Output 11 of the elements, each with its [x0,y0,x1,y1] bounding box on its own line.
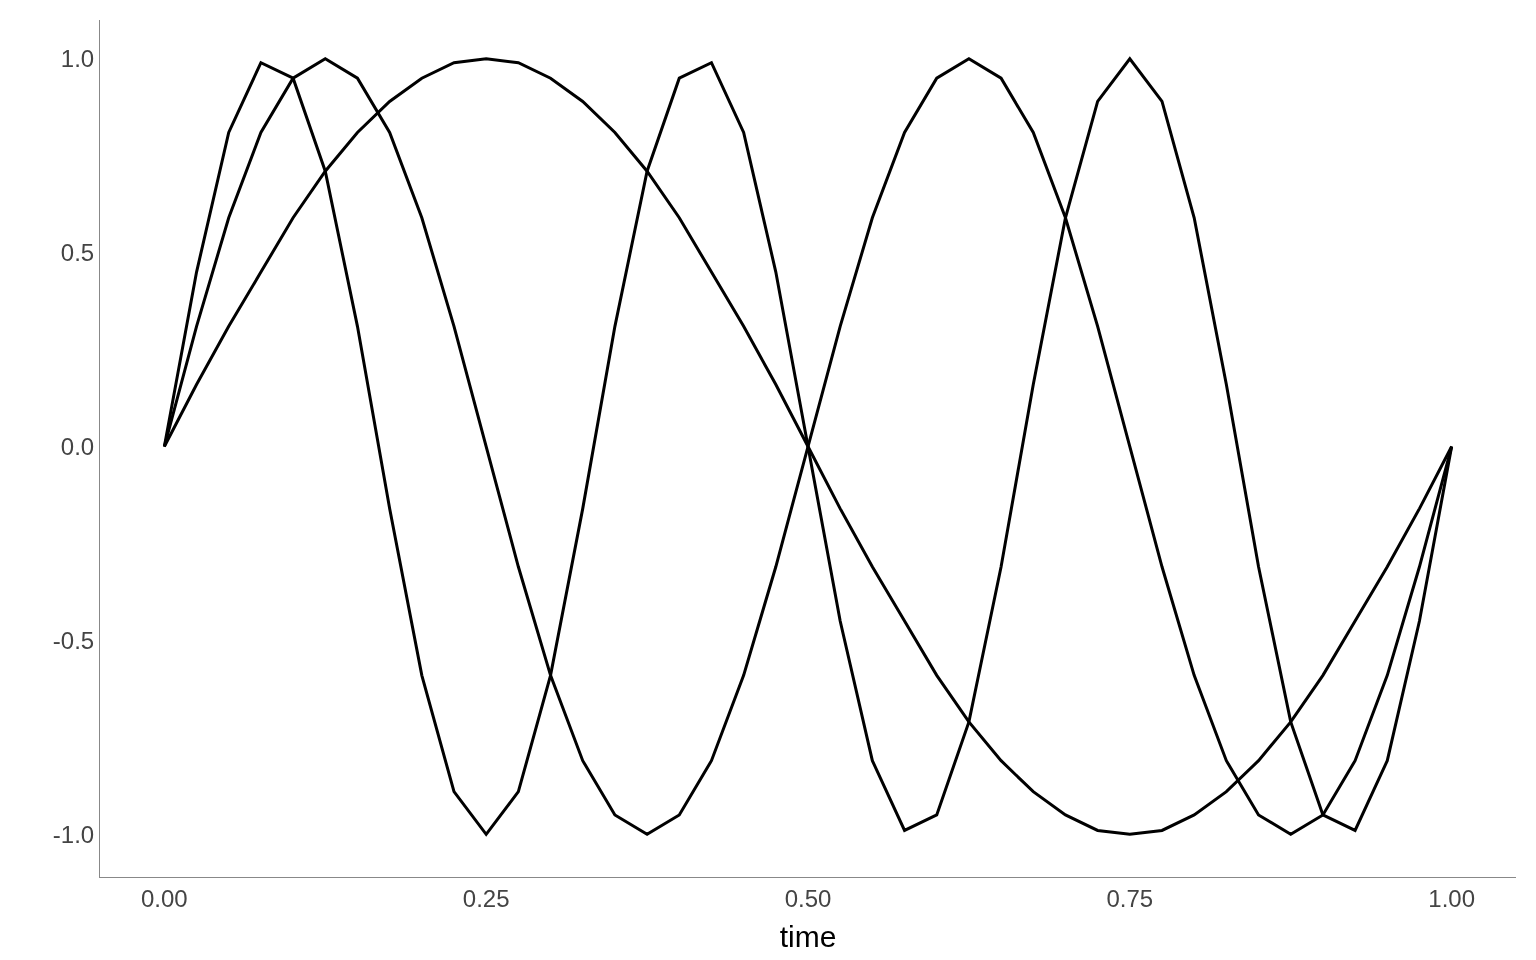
x-tick-label: 0.00 [141,884,188,912]
x-axis-title: time [779,920,837,954]
y-tick-label: 0.5 [60,239,95,267]
x-tick-label: 0.75 [1106,884,1154,912]
y-tick-label: -1.0 [52,820,95,848]
x-tick-label: 1.00 [1428,884,1475,912]
x-tick-label: 0.25 [462,884,510,912]
y-tick-label: -0.5 [52,626,95,654]
x-tick-label: 0.50 [784,884,832,912]
y-tick-label: 1.0 [60,45,95,73]
y-tick-label: 0.0 [60,432,95,460]
